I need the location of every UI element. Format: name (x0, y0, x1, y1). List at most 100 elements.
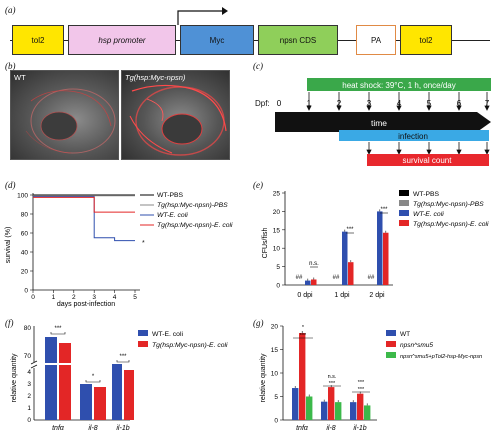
g-bar (299, 333, 306, 420)
f-bar-il8-tg (94, 387, 106, 420)
e-legend-3: Tg(hsp:Myc-npsn)-E. coli (413, 221, 489, 228)
myc-box: Myc (180, 25, 254, 55)
d-xtick-label: 4 (113, 294, 117, 301)
heat-shock-arrows (306, 92, 490, 111)
panel-label-a: (a) (5, 5, 16, 15)
d-legend: WT-PBS Tg(hsp:Myc-npsn)-PBS WT-E. coli T… (140, 192, 233, 229)
survival-text: survival count (403, 156, 453, 165)
e-legend-2: WT-E. coli (413, 211, 444, 218)
e-sig-2dpi: *** (380, 207, 388, 213)
e-cat-label: 0 dpi (297, 292, 313, 299)
f-categories: tnfα il-8 il-1b (52, 425, 130, 432)
d-ytick-label: 100 (17, 193, 28, 200)
time-arrow (275, 112, 491, 132)
g-sig-il8-top: n.s. (328, 374, 337, 380)
e-ytick-label: 0 (276, 283, 280, 290)
f-axis-break (30, 360, 38, 369)
e-legend: WT-PBS Tg(hsp:Myc-npsn)-PBS WT-E. coli T… (399, 190, 489, 228)
e-cat-label: 1 dpi (334, 292, 350, 299)
d-line-3 (33, 196, 135, 213)
g-y-ticks: 0 5 10 15 20 (271, 324, 283, 425)
e-legend-1: Tg(hsp:Myc-npsn)-PBS (413, 201, 484, 208)
pa-box: PA (356, 25, 396, 55)
wt-embryo-drawing (25, 88, 116, 154)
qpcr-chart-g: relative quantity 0 5 10 15 20 tnfα il-8 il-1b… (260, 324, 482, 433)
g-legend-2: npsn^smu5+pTol2-hsp-Myc-npsn (400, 354, 482, 360)
survival-arrows (366, 142, 490, 155)
timeline-diagram: heat shock: 39°C, 1 h, once/day Dpf: 0 1… (255, 78, 491, 166)
qpcr-chart-f: relative quantity 70 80 0 1 2 3 4 *** * … (11, 325, 228, 432)
d-ytick-label: 80 (21, 212, 29, 219)
survival-bar (367, 154, 489, 166)
e-bar (311, 279, 317, 285)
f-legend: WT-E. coli Tg(hsp:Myc-npsn)-E. coli (138, 330, 228, 349)
g-legend: WT npsn^smu5 npsn^smu5+pTol2-hsp-Myc-nps… (386, 330, 482, 360)
e-sig-hash-2: ## (368, 275, 375, 281)
g-sig-tnfa: *** (300, 333, 307, 339)
d-x-ticks: 0 1 2 3 4 5 (31, 290, 137, 301)
f-ytick-2: 2 (27, 393, 31, 400)
g-bar (335, 402, 342, 420)
e-cat-label: 2 dpi (369, 292, 385, 299)
f-legend-1: Tg(hsp:Myc-npsn)-E. coli (152, 342, 228, 349)
tol2-right-box: tol2 (400, 25, 452, 55)
g-legend-0: WT (400, 331, 410, 338)
heat-shock-text: heat shock: 39°C, 1 h, once/day (342, 81, 456, 90)
wt-embryo-image: WT (10, 70, 119, 160)
d-ylabel: survival (%) (5, 227, 12, 264)
g-bar (350, 402, 357, 420)
d-y-ticks: 0 20 40 60 80 100 (17, 193, 33, 295)
panel-label-f: (f) (5, 318, 14, 328)
e-ylabel: CFUs/fish (262, 228, 269, 259)
f-cat-0: tnfα (52, 425, 65, 432)
g-cat-label: il-8 (326, 425, 335, 432)
time-text: time (371, 118, 387, 128)
e-bar (377, 211, 383, 285)
promoter-arrow (177, 7, 228, 25)
g-cat-label: tnfα (296, 425, 309, 432)
tg-embryo-image: Tg(hsp:Myc-npsn) (121, 70, 230, 160)
f-bar-il1b-tg (124, 370, 134, 420)
g-ytick-label: 0 (274, 418, 278, 425)
f-bar-tnfa-wt-low (45, 365, 57, 420)
e-ytick-label: 20 (273, 209, 281, 216)
tick-0: 0 (277, 99, 282, 108)
e-bar (348, 262, 354, 285)
d-xtick-label: 3 (92, 294, 96, 301)
g-sig-il1b-top: *** (358, 380, 365, 386)
f-sig: *** * *** (50, 326, 130, 383)
e-ytick-label: 25 (273, 191, 281, 198)
f-cat-1: il-8 (88, 425, 97, 432)
heat-shock-bar (307, 78, 491, 91)
d-legend-1: Tg(hsp:Myc-npsn)-PBS (157, 202, 228, 209)
infection-bar (339, 130, 489, 141)
g-sig: * *** n.s. *** *** *** (293, 325, 370, 393)
hsp-promoter-box: hsp promoter (68, 25, 176, 55)
d-xlabel: days post-infection (57, 301, 115, 308)
d-xtick-label: 0 (31, 294, 35, 301)
e-sig-ns: n.s. (309, 261, 319, 267)
tol2-left-box: tol2 (12, 25, 64, 55)
f-bar-tnfa-tg (59, 343, 71, 363)
g-ytick-label: 5 (274, 394, 278, 401)
g-bar (292, 388, 299, 420)
tg-image-label: Tg(hsp:Myc-npsn) (125, 73, 186, 82)
f-ytick-4: 4 (27, 369, 31, 376)
g-bar (306, 396, 313, 420)
f-ytick-1: 1 (27, 405, 31, 412)
e-sig-hash-0: ## (296, 275, 303, 281)
d-ytick-label: 60 (21, 231, 29, 238)
g-cat-label: il-1b (353, 425, 366, 432)
d-legend-0: WT-PBS (157, 192, 184, 199)
e-bars (305, 209, 389, 285)
g-sig-il8: *** (329, 381, 336, 387)
f-ytick-80: 80 (24, 325, 32, 332)
f-y-ticks-top: 70 80 (24, 325, 32, 360)
d-xtick-label: 1 (52, 294, 56, 301)
e-bar (342, 231, 348, 285)
f-bar-tnfa-wt (45, 337, 57, 363)
wt-image-label: WT (14, 73, 26, 82)
e-categories: 0 dpi 1 dpi 2 dpi (297, 292, 385, 299)
g-sig-tnfa-top: * (302, 325, 305, 331)
panel-label-c: (c) (253, 61, 263, 71)
